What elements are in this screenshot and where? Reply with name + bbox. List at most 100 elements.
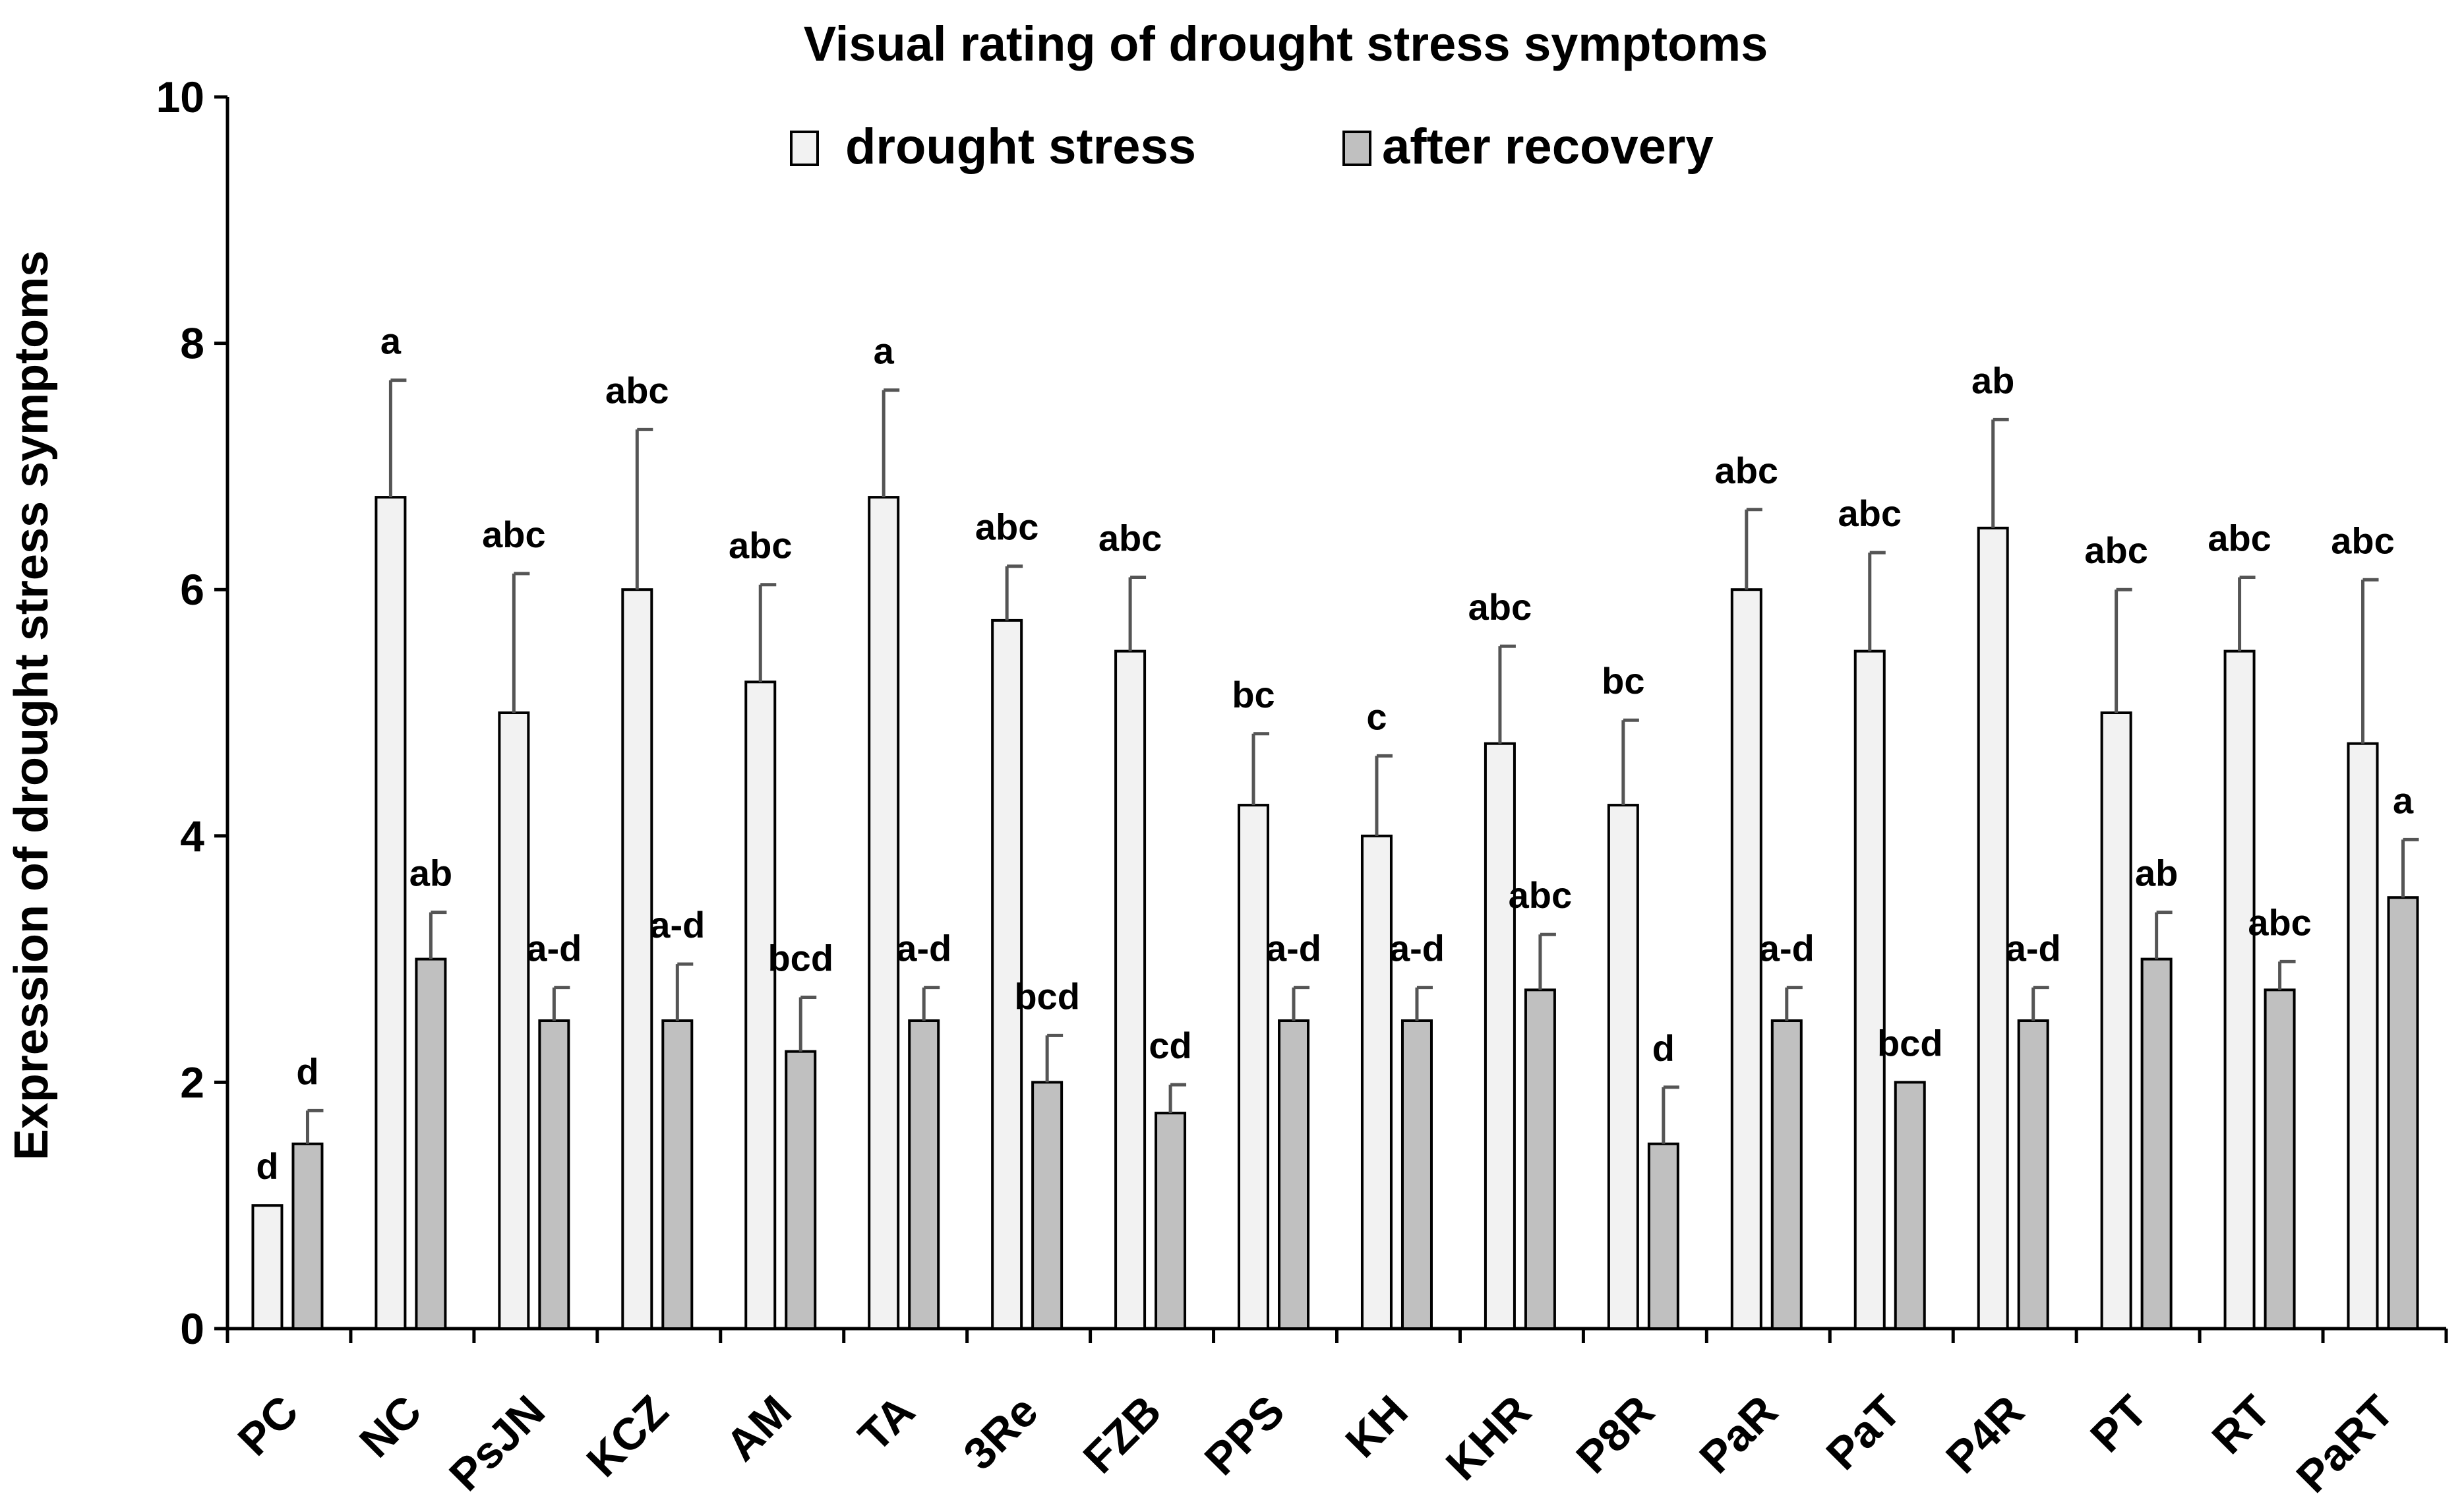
bar-after-recovery	[1647, 1142, 1679, 1331]
bar-after-recovery	[1031, 1081, 1064, 1331]
significance-letter: a	[874, 330, 895, 372]
significance-letter: bcd	[1877, 1022, 1943, 1064]
x-tick-label: PaRT	[2287, 1386, 2403, 1503]
bar-drought-stress	[375, 496, 407, 1330]
bar-after-recovery	[785, 1050, 817, 1330]
significance-letter: a-d	[896, 928, 951, 969]
bar-drought-stress	[1853, 649, 1886, 1330]
y-tick-label: 0	[180, 1304, 204, 1353]
significance-letter: d	[1652, 1027, 1675, 1069]
x-tick-label: PsJN	[440, 1386, 555, 1501]
legend-swatch-after-recovery	[1342, 131, 1371, 166]
significance-letter: bcd	[1014, 975, 1080, 1017]
bar-drought-stress	[868, 496, 900, 1330]
x-tick-label: FZB	[1073, 1386, 1170, 1483]
y-tick-label: 2	[180, 1058, 204, 1106]
y-tick-label: 4	[180, 812, 204, 860]
bar-after-recovery	[661, 1019, 694, 1330]
significance-letter: d	[256, 1145, 278, 1187]
bar-after-recovery	[1400, 1019, 1433, 1330]
legend-label-drought-stress: drought stress	[845, 119, 1196, 175]
x-tick-label: RT	[2202, 1386, 2280, 1464]
bar-drought-stress	[744, 680, 777, 1331]
significance-letter: abc	[2208, 518, 2271, 559]
x-tick-label: PPS	[1195, 1386, 1294, 1485]
bar-drought-stress	[1238, 804, 1270, 1330]
y-tick-label: 8	[180, 319, 204, 368]
x-tick-label: PT	[2081, 1386, 2157, 1462]
bar-drought-stress	[621, 588, 653, 1331]
x-tick-label: PaT	[1817, 1386, 1910, 1480]
bar-drought-stress	[1607, 804, 1639, 1330]
x-tick-label: AM	[716, 1386, 801, 1471]
bar-drought-stress	[498, 711, 530, 1330]
axes: 0 2 4 6 8 10	[156, 73, 2448, 1353]
bar-after-recovery	[1524, 988, 1556, 1331]
significance-letter: a-d	[649, 904, 705, 946]
bar-drought-stress	[2223, 649, 2256, 1330]
significance-letter: abc	[1468, 586, 1532, 628]
bar-after-recovery	[1894, 1081, 1926, 1331]
x-tick-label: PaR	[1690, 1386, 1787, 1483]
x-tick-label: TA	[849, 1386, 924, 1461]
y-tick-label: 6	[180, 565, 204, 614]
bar-after-recovery	[538, 1019, 570, 1330]
significance-letter: a-d	[2006, 928, 2061, 969]
significance-letter: a-d	[1389, 928, 1445, 969]
bar-after-recovery	[2017, 1019, 2049, 1330]
significance-letter: ab	[1971, 359, 2014, 401]
bar-after-recovery	[1770, 1019, 1803, 1330]
bar-after-recovery	[2140, 957, 2173, 1330]
significance-letter: a-d	[526, 928, 582, 969]
significance-letter: abc	[2248, 901, 2312, 943]
bar-after-recovery	[415, 957, 447, 1330]
bar-after-recovery	[908, 1019, 940, 1330]
bars: ddaababca-dabca-dabcbcdaa-dabcbcdabccdbc…	[251, 320, 2419, 1331]
bar-drought-stress	[2347, 742, 2379, 1330]
bar-drought-stress	[991, 618, 1023, 1330]
significance-letter: abc	[1509, 874, 1573, 916]
y-tick-label: 10	[156, 73, 204, 121]
bar-after-recovery	[2264, 988, 2296, 1331]
x-tick-labels: PC NC PsJN KCZ AM TA 3Re FZB PPS KH KHR P8R PaR PaT P4…	[229, 1386, 2404, 1503]
bar-after-recovery	[1155, 1112, 1187, 1330]
x-tick-label: P8R	[1567, 1386, 1664, 1483]
bar-drought-stress	[1114, 649, 1147, 1330]
significance-letter: a-d	[1759, 928, 1815, 969]
significance-letter: ab	[2135, 853, 2178, 894]
significance-letter: cd	[1149, 1025, 1191, 1066]
significance-letter: abc	[1838, 493, 1902, 534]
significance-letter: ab	[409, 853, 452, 894]
significance-letter: abc	[1715, 450, 1779, 491]
x-tick-label: KHR	[1437, 1386, 1541, 1490]
legend-swatch-drought-stress	[790, 131, 819, 166]
bar-drought-stress	[251, 1204, 284, 1330]
x-tick-label: KH	[1336, 1386, 1417, 1467]
significance-letter: bc	[1232, 674, 1275, 715]
bar-drought-stress	[1484, 742, 1516, 1330]
bar-after-recovery	[1278, 1019, 1310, 1330]
significance-letter: a	[380, 320, 402, 362]
significance-letter: a-d	[1266, 928, 1321, 969]
significance-letter: abc	[729, 525, 793, 566]
significance-letter: abc	[975, 506, 1039, 548]
legend-label-after-recovery: after recovery	[1382, 119, 1714, 175]
y-axis-label: Expression of drought stress symptoms	[5, 251, 58, 1160]
chart-title: Visual rating of drought stress symptoms	[804, 16, 1768, 71]
bar-drought-stress	[1730, 588, 1762, 1331]
bar-drought-stress	[2100, 711, 2132, 1330]
bar-drought-stress	[1360, 834, 1393, 1331]
significance-letter: abc	[2331, 520, 2395, 561]
bar-drought-stress	[1977, 526, 2009, 1330]
significance-letter: bc	[1602, 660, 1644, 702]
x-tick-label: NC	[350, 1386, 431, 1467]
x-tick-label: KCZ	[577, 1386, 678, 1487]
significance-letter: abc	[482, 514, 546, 555]
x-tick-label: PC	[229, 1386, 309, 1466]
significance-letter: abc	[1098, 518, 1162, 559]
x-tick-label: P4R	[1937, 1386, 2033, 1483]
significance-letter: bcd	[767, 938, 833, 979]
significance-letter: a	[2393, 779, 2414, 821]
significance-letter: c	[1366, 696, 1387, 737]
